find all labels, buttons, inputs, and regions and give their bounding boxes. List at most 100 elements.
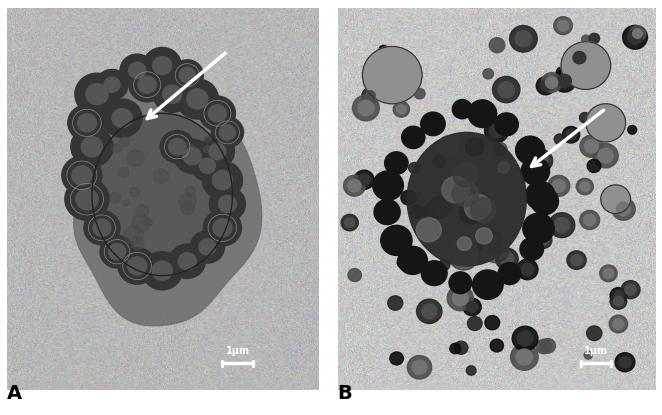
Circle shape [102,99,142,137]
Text: 1μm: 1μm [226,346,250,356]
Circle shape [439,259,449,270]
Circle shape [84,211,120,245]
Circle shape [540,80,551,91]
Circle shape [452,100,472,119]
Circle shape [498,162,510,173]
Circle shape [185,186,196,196]
Circle shape [390,352,403,365]
Circle shape [464,206,478,220]
Circle shape [566,130,576,140]
Circle shape [623,25,647,49]
Circle shape [498,82,514,98]
Circle shape [521,263,534,276]
Circle shape [428,197,451,218]
Circle shape [554,134,565,144]
Circle shape [353,95,379,121]
Circle shape [433,201,446,214]
Circle shape [485,120,508,143]
Circle shape [579,112,591,123]
Circle shape [467,302,477,312]
Circle shape [379,45,388,54]
Circle shape [416,218,442,242]
Circle shape [576,178,593,195]
Circle shape [75,73,119,115]
Circle shape [416,299,442,323]
Circle shape [179,68,195,83]
Circle shape [545,77,557,88]
Circle shape [190,231,224,263]
Circle shape [449,272,471,294]
Circle shape [534,154,548,167]
Polygon shape [73,76,261,326]
Circle shape [603,269,614,278]
Circle shape [510,25,538,52]
Circle shape [465,138,484,156]
Circle shape [76,189,98,210]
Circle shape [138,76,156,93]
Circle shape [130,188,139,197]
Circle shape [471,198,496,222]
Circle shape [388,296,402,310]
Circle shape [464,194,491,220]
Circle shape [609,315,628,333]
Circle shape [68,105,106,141]
Circle shape [538,235,549,245]
Circle shape [374,200,401,225]
Circle shape [615,353,635,372]
Circle shape [93,219,111,237]
Circle shape [466,366,476,375]
Circle shape [582,35,591,44]
Circle shape [72,166,92,185]
Circle shape [573,51,586,64]
Circle shape [483,69,494,79]
Circle shape [467,317,482,330]
Circle shape [490,339,504,352]
Circle shape [411,133,422,143]
Circle shape [516,136,545,164]
Circle shape [621,281,640,299]
Circle shape [358,174,370,186]
Circle shape [549,212,575,238]
Circle shape [401,190,416,205]
Circle shape [128,62,146,78]
Circle shape [160,130,195,163]
Circle shape [127,150,144,166]
Circle shape [483,237,509,263]
Circle shape [163,85,182,103]
Circle shape [561,42,611,89]
Circle shape [365,91,375,100]
Circle shape [447,286,473,311]
Circle shape [153,56,171,75]
Circle shape [500,253,514,266]
Circle shape [181,202,195,215]
Circle shape [199,239,216,255]
Circle shape [495,113,518,136]
Circle shape [218,195,236,212]
Circle shape [512,326,538,351]
Circle shape [129,68,166,102]
Circle shape [344,175,365,196]
Circle shape [625,284,636,295]
Circle shape [169,244,205,278]
Circle shape [619,356,631,368]
Circle shape [473,270,503,299]
Circle shape [520,238,544,260]
Circle shape [630,26,645,42]
Circle shape [109,244,126,260]
Circle shape [112,108,132,128]
Circle shape [452,290,468,306]
Circle shape [477,230,502,254]
Circle shape [341,215,358,231]
Circle shape [449,343,461,354]
Circle shape [457,237,471,250]
Circle shape [187,89,208,109]
Circle shape [589,33,600,44]
Text: 1μm: 1μm [584,346,608,356]
Circle shape [358,100,374,116]
Circle shape [203,146,211,153]
Circle shape [453,163,478,187]
Circle shape [174,139,211,173]
Circle shape [614,296,624,306]
Circle shape [600,265,617,282]
Circle shape [557,20,569,31]
